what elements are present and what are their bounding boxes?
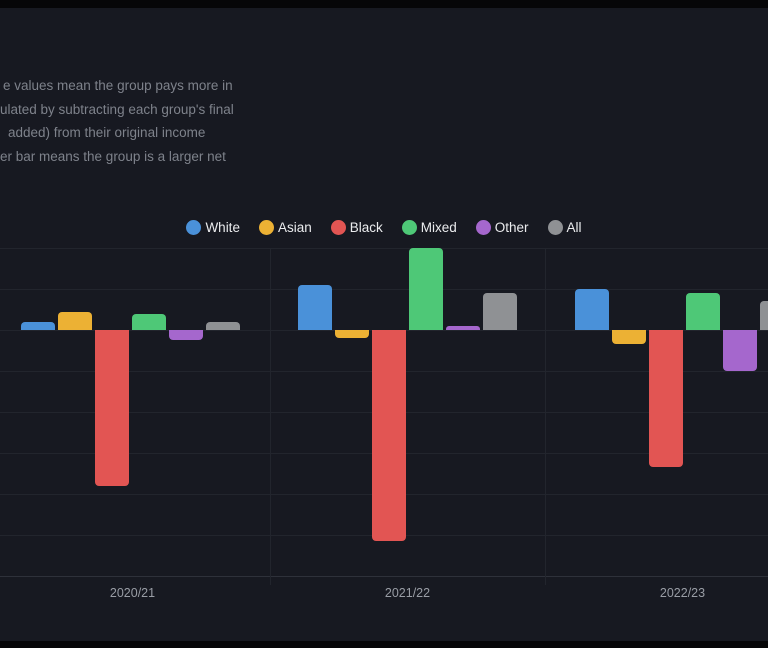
- legend-item-white[interactable]: White: [186, 220, 240, 235]
- legend-label: Mixed: [420, 220, 457, 235]
- bar-other-2021-22[interactable]: [446, 325, 480, 330]
- legend-dot-icon: [258, 220, 274, 235]
- bar-asian-2021-22[interactable]: [335, 330, 369, 339]
- bar-mixed-2020-21[interactable]: [132, 313, 166, 330]
- legend-item-black[interactable]: Black: [330, 220, 383, 235]
- bar-all-2021-22[interactable]: [483, 293, 517, 330]
- legend-label: White: [205, 220, 240, 235]
- legend-dot-icon: [330, 220, 346, 235]
- bar-mixed-2022-23[interactable]: [686, 293, 720, 330]
- bar-other-2020-21[interactable]: [169, 330, 203, 341]
- top-black-strip: [0, 0, 768, 8]
- bar-black-2020-21[interactable]: [95, 330, 129, 486]
- bar-white-2021-22[interactable]: [298, 284, 332, 330]
- bar-all-2022-23[interactable]: [760, 301, 768, 330]
- legend-label: Other: [494, 220, 529, 235]
- description-line: er bar means the group is a larger net: [0, 148, 226, 164]
- bar-mixed-2021-22[interactable]: [409, 248, 443, 330]
- legend-item-mixed[interactable]: Mixed: [401, 220, 457, 235]
- legend-label: Black: [349, 220, 383, 235]
- description-line: added) from their original income: [8, 125, 206, 140]
- legend-item-asian[interactable]: Asian: [258, 220, 312, 235]
- gridline: [0, 248, 768, 249]
- legend-label: All: [566, 220, 582, 235]
- category-separator: [270, 248, 271, 585]
- description-line: ulated by subtracting each group's final: [0, 101, 234, 117]
- x-tick-label-2022-23: 2022/23: [659, 586, 706, 600]
- bar-asian-2020-21[interactable]: [58, 311, 92, 330]
- legend-dot-icon: [186, 220, 202, 235]
- bar-white-2020-21[interactable]: [21, 321, 55, 330]
- gridline: [0, 289, 768, 290]
- bar-black-2021-22[interactable]: [372, 330, 406, 542]
- bar-black-2022-23[interactable]: [649, 330, 683, 468]
- category-separator: [545, 248, 546, 585]
- chart-description-text: e values mean the group pays more in ulat…: [0, 74, 234, 168]
- bar-asian-2022-23[interactable]: [612, 330, 646, 345]
- legend-item-all[interactable]: All: [547, 220, 582, 235]
- x-tick-label-2020-21: 2020/21: [109, 586, 156, 600]
- legend-item-other[interactable]: Other: [475, 220, 529, 235]
- legend-dot-icon: [401, 220, 417, 235]
- description-line: e values mean the group pays more in: [3, 78, 233, 93]
- legend-label: Asian: [277, 220, 312, 235]
- bar-all-2020-21[interactable]: [206, 321, 240, 330]
- bottom-black-strip: [0, 641, 768, 648]
- bar-other-2022-23[interactable]: [723, 330, 757, 371]
- legend-dot-icon: [475, 220, 491, 235]
- bar-white-2022-23[interactable]: [575, 289, 609, 330]
- x-axis-line: [0, 576, 768, 577]
- chart-legend: White Asian Black Mixed Other All: [0, 220, 768, 235]
- x-tick-label-2021-22: 2021/22: [384, 586, 431, 600]
- legend-dot-icon: [547, 220, 563, 235]
